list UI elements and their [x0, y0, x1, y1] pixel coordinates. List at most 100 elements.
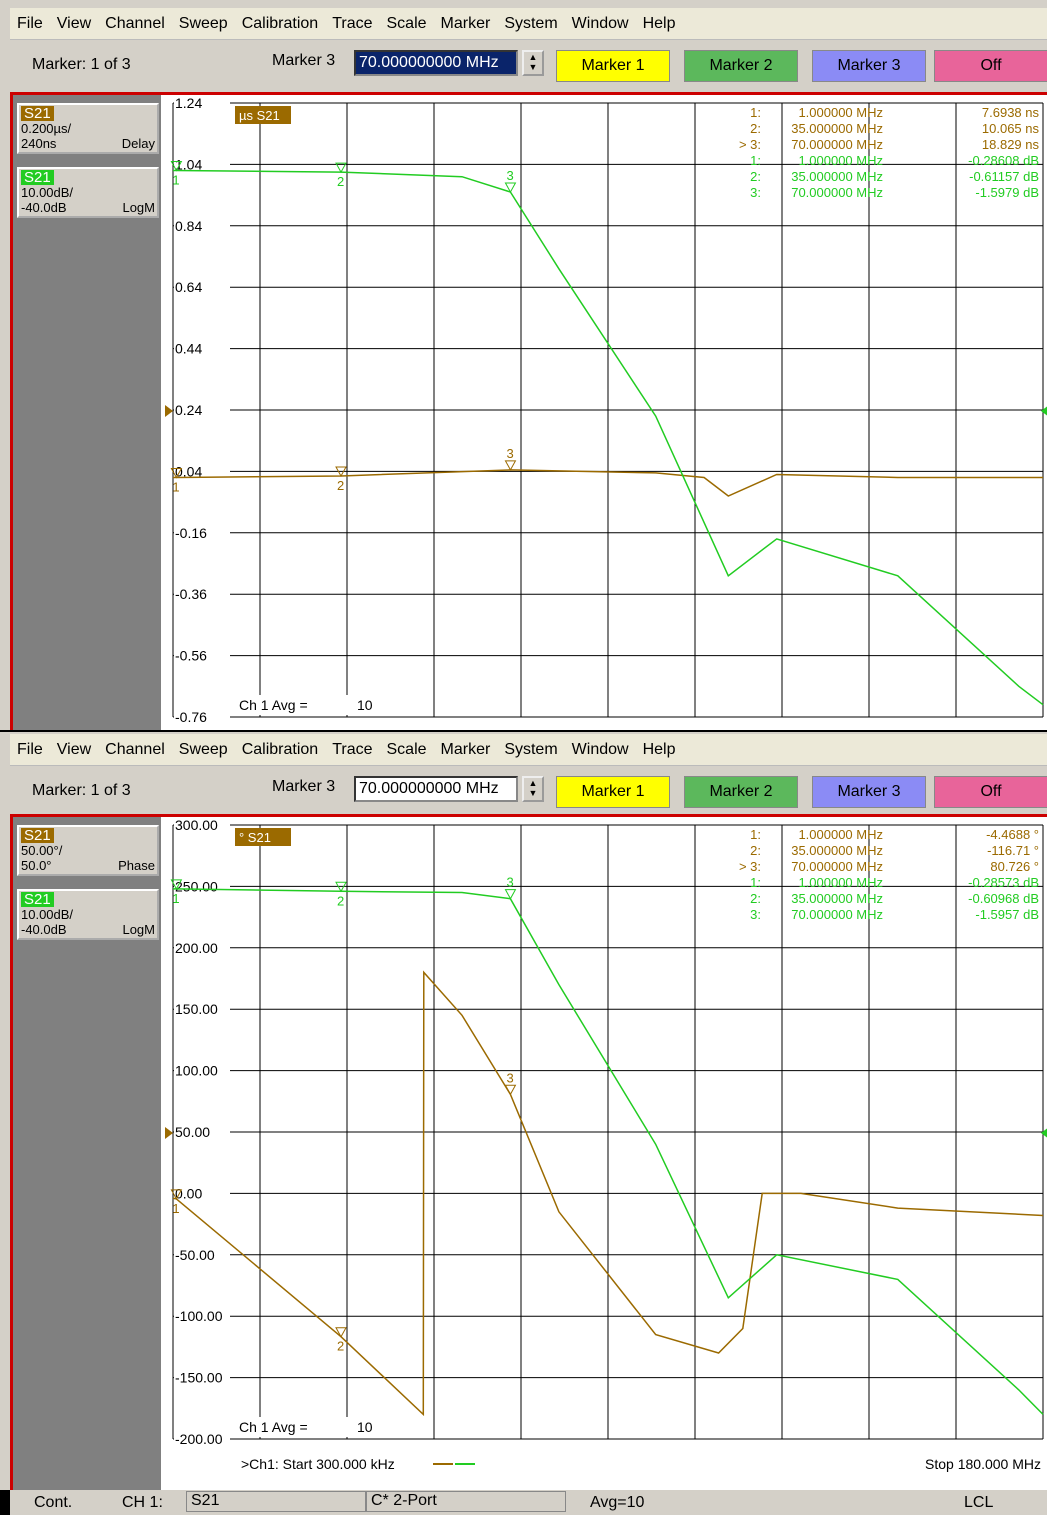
menu-help[interactable]: Help — [642, 14, 676, 32]
marker-3-button[interactable]: Marker 3 — [812, 776, 926, 808]
avg-value: 10 — [357, 697, 373, 713]
spin-up-icon[interactable]: ▲ — [528, 52, 538, 62]
trace-box-delay[interactable]: S21 0.200µs/ 240ns Delay — [17, 103, 159, 154]
marker-triangle — [504, 182, 517, 194]
menu-channel[interactable]: Channel — [105, 740, 165, 758]
tick-bg — [174, 338, 230, 357]
marker-3-button[interactable]: Marker 3 — [812, 50, 926, 82]
trace-line-green — [173, 169, 1044, 706]
marker-triangle — [170, 161, 183, 172]
menu-sweep[interactable]: Sweep — [178, 740, 228, 758]
menu-marker[interactable]: Marker — [440, 14, 491, 32]
marker-readout-index: 3: — [750, 907, 761, 922]
menu-marker[interactable]: Marker — [440, 740, 491, 758]
menu-view[interactable]: View — [56, 14, 92, 32]
trace-format: LogM — [122, 200, 155, 215]
tick-bg — [174, 522, 230, 541]
delay-chart[interactable]: 1.24 1.04 0.84 0.64 0.44 0.24 0.04 -0.16 -0.36 -0… — [163, 93, 1047, 730]
marker-number: 1 — [172, 173, 179, 188]
channel-window-bottom: S21 50.00°/ 50.0° Phase S21 10.00dB/ -40.… — [10, 814, 1047, 1490]
marker-off-button[interactable]: Off — [934, 50, 1047, 82]
marker-readout-index: 2: — [750, 121, 761, 136]
avg-label: Ch 1 Avg = — [239, 697, 308, 713]
plot-area[interactable]: 300.00 250.00 200.00 150.00 100.00 50.00 0.00 -… — [163, 815, 1047, 1490]
menu-help[interactable]: Help — [642, 740, 676, 758]
frequency-spinner[interactable]: ▲ ▼ — [522, 776, 544, 802]
trace-name: S21 — [21, 106, 54, 121]
y-tick-label: -150.00 — [175, 1370, 223, 1386]
y-tick-label: -50.00 — [175, 1247, 215, 1263]
status-remote: LCL — [964, 1494, 994, 1511]
trace-scale: 0.200µs/ — [21, 121, 72, 136]
trace-format: Phase — [118, 858, 155, 873]
menu-scale[interactable]: Scale — [386, 14, 427, 32]
marker-readout-frequency: 1.000000 MHz — [798, 105, 883, 120]
spin-down-icon[interactable]: ▼ — [528, 62, 538, 72]
trace-status-panel: S21 0.200µs/ 240ns Delay S21 10.00dB/ -40… — [13, 95, 161, 730]
marker-1-button[interactable]: Marker 1 — [556, 776, 670, 808]
menu-trace[interactable]: Trace — [332, 740, 373, 758]
marker-readout-index: 1: — [750, 105, 761, 120]
menu-view[interactable]: View — [56, 740, 92, 758]
trace-status-panel: S21 50.00°/ 50.0° Phase S21 10.00dB/ -40.… — [13, 817, 161, 1490]
trace-box-phase[interactable]: S21 50.00°/ 50.0° Phase — [17, 825, 159, 876]
marker-2-button[interactable]: Marker 2 — [684, 50, 798, 82]
marker-frequency-input[interactable]: 70.000000000 MHz — [354, 50, 518, 76]
trace-format: Delay — [121, 136, 155, 151]
status-averaging: Avg=10 — [590, 1494, 645, 1511]
menu-window[interactable]: Window — [571, 740, 629, 758]
menu-bar: File View Channel Sweep Calibration Trace Scal… — [10, 8, 1047, 40]
tick-bg — [174, 999, 230, 1018]
tick-bg — [174, 1429, 230, 1447]
marker-toolbar: Marker: 1 of 3 Marker 3 70.000000000 MHz… — [10, 766, 1047, 818]
status-channel: CH 1: — [122, 1494, 163, 1511]
marker-readout-index: > 3: — [739, 859, 761, 874]
marker-1-button[interactable]: Marker 1 — [556, 50, 670, 82]
frequency-spinner[interactable]: ▲ ▼ — [522, 50, 544, 76]
trace-line-brown — [172, 970, 1044, 1417]
marker-readout-value: 80.726 ° — [990, 859, 1039, 874]
tick-bg — [174, 1367, 230, 1386]
stop-frequency-label: Stop 180.000 MHz — [925, 1456, 1041, 1472]
marker-number: 3 — [506, 168, 513, 183]
marker-number: 2 — [337, 174, 344, 189]
menu-sweep[interactable]: Sweep — [178, 14, 228, 32]
marker-readout-frequency: 1.000000 MHz — [798, 875, 883, 890]
marker-off-button[interactable]: Off — [934, 776, 1047, 808]
tick-bg — [174, 1244, 230, 1263]
plot-area[interactable]: 1.24 1.04 0.84 0.64 0.44 0.24 0.04 -0.16 -0.36 -0… — [163, 93, 1047, 730]
menu-file[interactable]: File — [17, 14, 43, 32]
menu-system[interactable]: System — [504, 14, 558, 32]
y-tick-label: 0.84 — [175, 218, 202, 234]
reference-arrow-left — [165, 405, 173, 417]
marker-readout-frequency: 1.000000 MHz — [798, 827, 883, 842]
start-frequency-label: >Ch1: Start 300.000 kHz — [241, 1456, 395, 1472]
spin-up-icon[interactable]: ▲ — [528, 778, 538, 788]
menu-trace[interactable]: Trace — [332, 14, 373, 32]
menu-calibration[interactable]: Calibration — [241, 740, 319, 758]
trace-box-logm[interactable]: S21 10.00dB/ -40.0dB LogM — [17, 889, 159, 940]
marker-frequency-input[interactable]: 70.000000000 MHz — [354, 776, 518, 802]
vna-window-top: File View Channel Sweep Calibration Trace Scal… — [0, 0, 1047, 730]
marker-2-button[interactable]: Marker 2 — [684, 776, 798, 808]
marker-readout-frequency: 35.000000 MHz — [791, 843, 883, 858]
menu-window[interactable]: Window — [571, 14, 629, 32]
marker-number: 2 — [337, 893, 344, 908]
marker-number: 1 — [172, 480, 179, 495]
menu-scale[interactable]: Scale — [386, 740, 427, 758]
menu-file[interactable]: File — [17, 740, 43, 758]
spin-down-icon[interactable]: ▼ — [528, 788, 538, 798]
tick-bg — [174, 1306, 230, 1325]
marker-readout-frequency: 70.000000 MHz — [791, 185, 883, 200]
marker-triangle — [504, 460, 517, 471]
marker-readout-index: 2: — [750, 891, 761, 906]
tick-bg — [174, 707, 230, 725]
trace-box-logm[interactable]: S21 10.00dB/ -40.0dB LogM — [17, 167, 159, 218]
menu-channel[interactable]: Channel — [105, 14, 165, 32]
tick-bg — [174, 584, 230, 603]
menu-system[interactable]: System — [504, 740, 558, 758]
phase-chart[interactable]: 300.00 250.00 200.00 150.00 100.00 50.00 0.00 -… — [163, 815, 1047, 1490]
channel-window-top: S21 0.200µs/ 240ns Delay S21 10.00dB/ -40… — [10, 92, 1047, 730]
menu-calibration[interactable]: Calibration — [241, 14, 319, 32]
active-trace-label: ° S21 — [239, 830, 271, 845]
